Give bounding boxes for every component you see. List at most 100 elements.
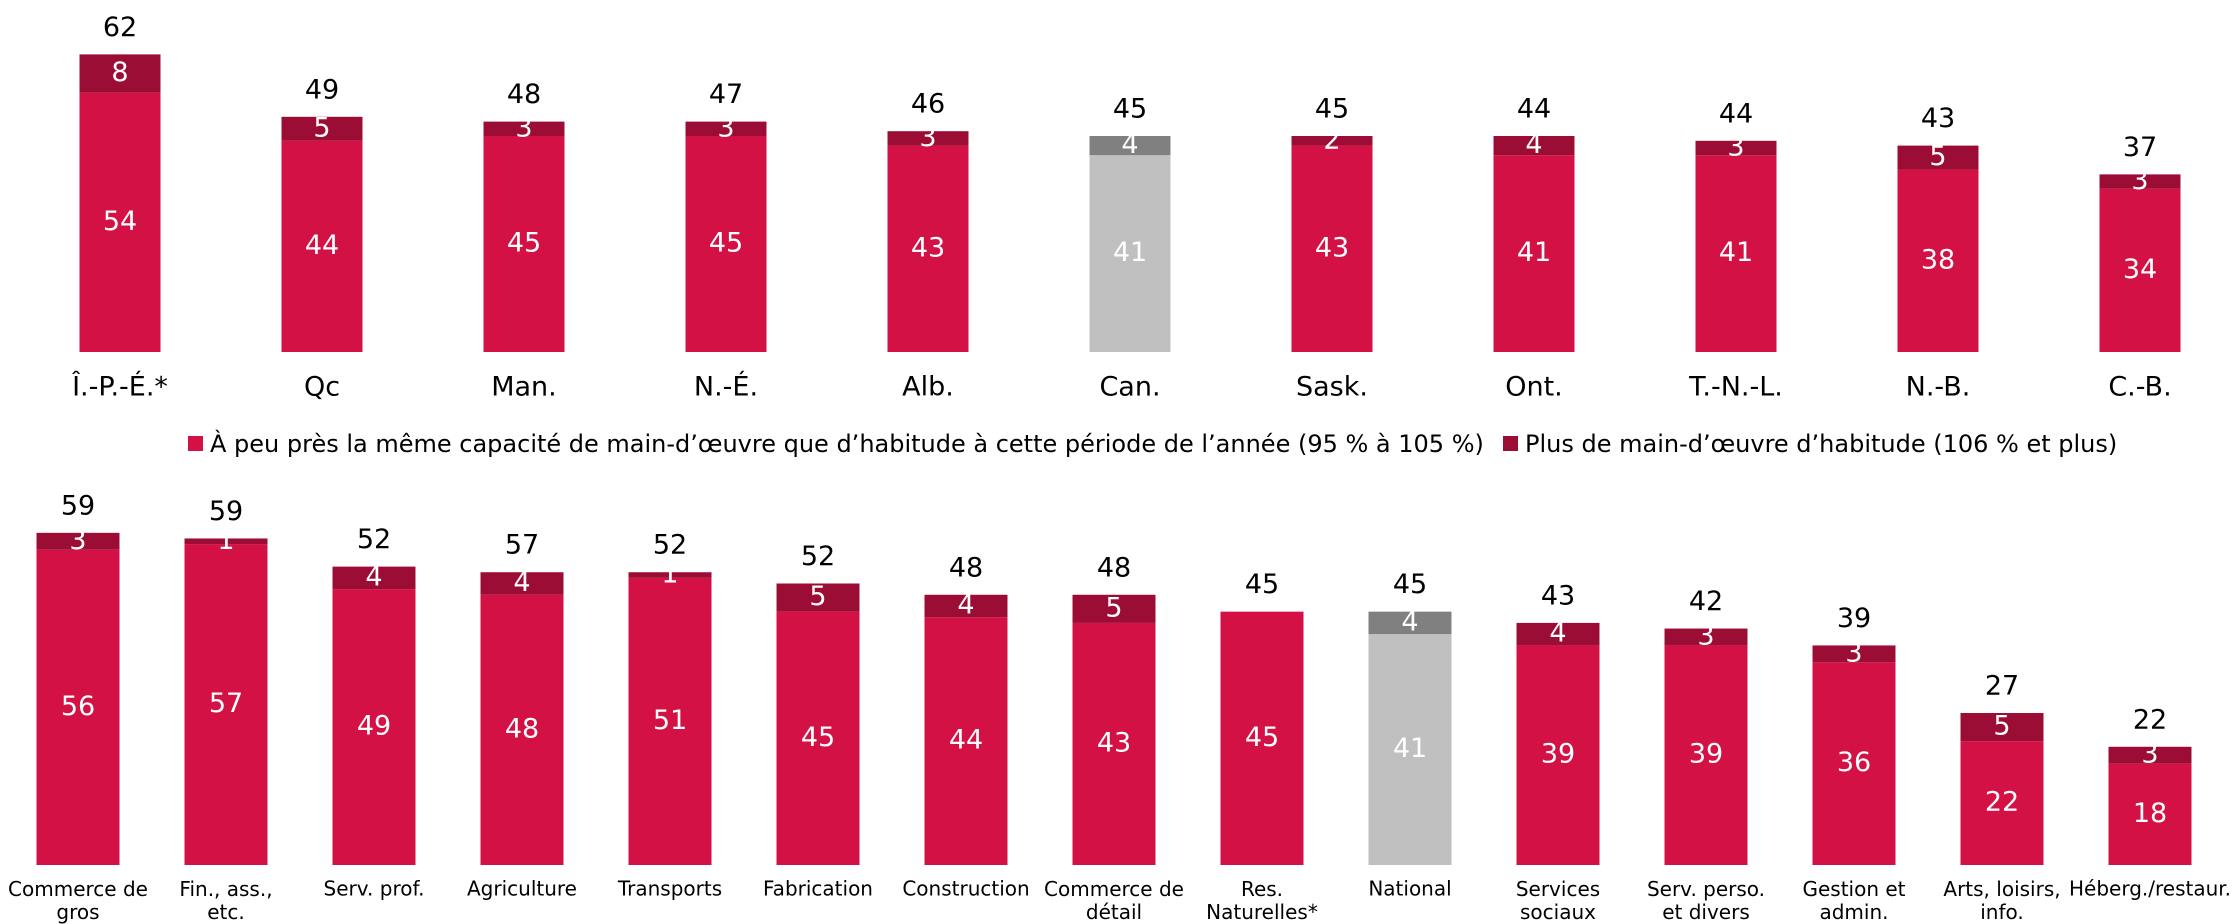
bar-segment: [1960, 741, 2044, 865]
x-tick-label: N.-B.: [1906, 372, 1971, 403]
total-label: 44: [1517, 94, 1551, 125]
total-label: 45: [1113, 94, 1147, 125]
segment-label: 5: [809, 581, 826, 612]
x-tick-label: Sask.: [1296, 372, 1368, 403]
segment-label: 49: [357, 711, 391, 742]
bar-segment: [1368, 634, 1452, 865]
bar-segment: [628, 577, 712, 865]
x-tick-label: Fabrication: [763, 877, 873, 901]
total-label: 39: [1837, 603, 1871, 634]
segment-label: 4: [1549, 618, 1566, 649]
bar-segment: [1220, 611, 1304, 865]
bar-segment: [1089, 136, 1171, 156]
segment-label: 5: [1105, 592, 1122, 623]
segment-label: 41: [1393, 733, 1427, 764]
total-label: 22: [2133, 704, 2167, 735]
segment-label: 43: [911, 232, 945, 263]
segment-label: 4: [365, 561, 382, 592]
segment-label: 3: [2141, 739, 2158, 770]
bar-segment: [1812, 662, 1896, 865]
total-label: 46: [911, 89, 945, 120]
x-tick-label: Construction: [902, 877, 1029, 901]
bar-segment: [79, 54, 161, 93]
segment-label: 45: [801, 722, 835, 753]
bar-segment: [480, 572, 564, 595]
x-tick-label: Héberg./restaur.: [2069, 877, 2231, 901]
bar-segment: [36, 549, 120, 865]
bar-segment: [483, 121, 565, 136]
bar-segment: [685, 121, 767, 136]
x-tick-label: Commerce de détail: [1044, 877, 1184, 924]
x-tick-label: Can.: [1099, 372, 1160, 403]
segment-label: 4: [957, 590, 974, 621]
bar-segment: [1291, 136, 1373, 146]
segment-label: 45: [709, 228, 743, 259]
bar-segment: [1664, 645, 1748, 865]
segment-label: 2: [1323, 124, 1340, 155]
bar-segment: [685, 136, 767, 352]
bar-segment: [480, 594, 564, 865]
segment-label: 1: [217, 525, 234, 556]
bar-segment: [1368, 611, 1452, 635]
x-tick-label: Qc: [304, 372, 340, 403]
bar-segment: [184, 544, 268, 865]
x-tick-label: T.-N.-L.: [1688, 372, 1783, 403]
total-label: 48: [507, 79, 541, 110]
total-label: 59: [209, 496, 243, 527]
x-tick-label: Res. Naturelles*: [1206, 877, 1318, 924]
segment-label: 39: [1689, 739, 1723, 770]
bar-segment: [776, 611, 860, 865]
segment-label: 22: [1985, 787, 2019, 818]
x-tick-label: Fin., ass., etc.: [179, 877, 272, 924]
segment-label: 3: [69, 525, 86, 556]
segment-label: 51: [653, 705, 687, 736]
total-label: 62: [103, 12, 137, 43]
segment-label: 45: [507, 228, 541, 259]
segment-label: 34: [2123, 254, 2157, 285]
segment-label: 3: [1697, 620, 1714, 651]
bar-segment: [1960, 712, 2044, 742]
bar-segment: [1664, 628, 1748, 646]
total-label: 43: [1541, 580, 1575, 611]
bar-segment: [332, 589, 416, 865]
total-label: 52: [801, 541, 835, 572]
x-tick-label: National: [1368, 877, 1451, 901]
bar-segment: [2099, 174, 2181, 189]
bar-segment: [1072, 594, 1156, 623]
segment-label: 36: [1837, 747, 1871, 778]
segment-label: 5: [1929, 141, 1946, 172]
bar-segment: [1072, 622, 1156, 865]
total-label: 45: [1315, 94, 1349, 125]
total-label: 43: [1921, 103, 1955, 134]
segment-label: 1: [661, 559, 678, 590]
segment-label: 5: [1993, 711, 2010, 742]
total-label: 59: [61, 490, 95, 521]
bar-segment: [36, 532, 120, 550]
x-tick-label: Commerce de gros: [8, 877, 148, 924]
total-label: 44: [1719, 98, 1753, 129]
bar-segment: [2099, 188, 2181, 352]
bar-segment: [1291, 145, 1373, 352]
x-tick-label: Agriculture: [467, 877, 577, 901]
bar-segment: [332, 566, 416, 590]
segment-label: 43: [1097, 727, 1131, 758]
bar-segment: [1812, 645, 1896, 663]
bar-segment: [1493, 136, 1575, 156]
bar-segment: [924, 594, 1008, 618]
segment-label: 3: [1845, 637, 1862, 668]
bar-segment: [1695, 140, 1777, 156]
segment-label: 44: [305, 230, 339, 261]
legend-swatch: [1503, 436, 1518, 451]
x-tick-label: Serv. prof.: [324, 877, 425, 901]
x-tick-label: Services sociaux: [1516, 877, 1600, 924]
segment-label: 8: [111, 57, 128, 88]
total-label: 52: [653, 530, 687, 561]
total-label: 48: [949, 552, 983, 583]
x-tick-label: Transports: [617, 877, 722, 901]
bar-segment: [281, 116, 363, 141]
x-tick-label: Ont.: [1505, 372, 1563, 403]
total-label: 57: [505, 530, 539, 561]
legend-label: À peu près la même capacité de main-d’œu…: [210, 429, 1484, 458]
